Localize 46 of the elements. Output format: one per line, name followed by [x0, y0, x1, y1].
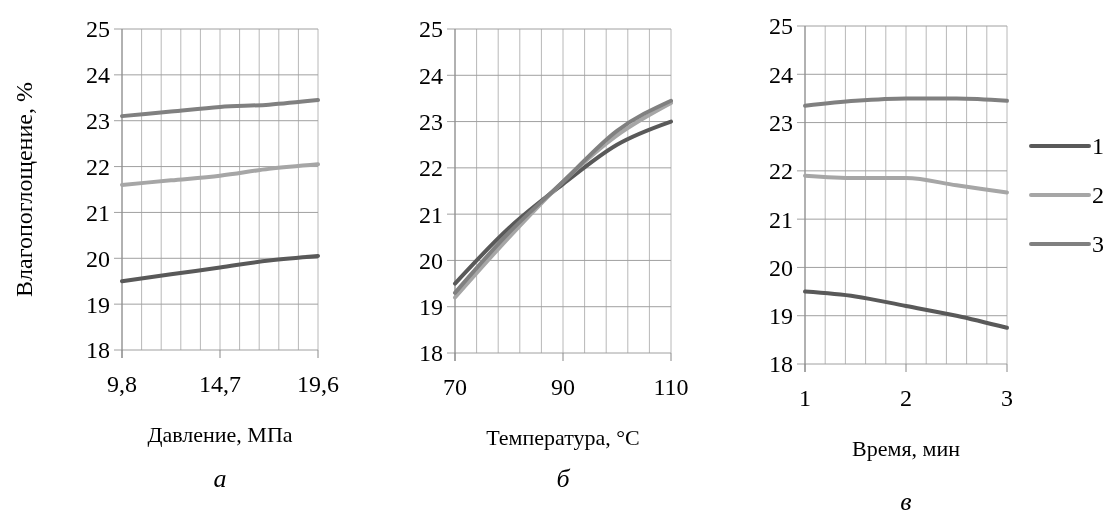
- y-tick-label: 20: [419, 247, 443, 274]
- y-tick-label: 24: [419, 62, 443, 89]
- y-tick-label: 23: [86, 108, 110, 135]
- x-tick-label: 90: [551, 374, 575, 400]
- x-tick-label: 110: [653, 374, 689, 400]
- x-tick-label: 1: [799, 385, 811, 411]
- x-tick-label: 70: [443, 374, 467, 400]
- legend-label: 3: [1092, 231, 1104, 258]
- y-tick-label: 18: [769, 351, 793, 378]
- y-tick-label: 25: [419, 16, 443, 43]
- line-series: [803, 289, 1009, 330]
- text: б: [556, 464, 571, 493]
- text: в: [900, 487, 912, 516]
- y-tick-label: 20: [769, 254, 793, 281]
- y-tick-label: 25: [769, 13, 793, 40]
- y-tick-label: 21: [419, 201, 443, 228]
- y-tick-label: 20: [86, 245, 110, 272]
- y-tick-label: 22: [769, 158, 793, 185]
- y-tick-label: 23: [769, 109, 793, 136]
- y-tick-label: 19: [769, 303, 793, 330]
- y-axis-title: Влагопоглощение, %: [11, 82, 37, 297]
- x-tick-label: 14,7: [199, 371, 241, 397]
- x-tick-label: 2: [900, 385, 912, 411]
- y-tick-label: 18: [419, 340, 443, 367]
- y-tick-label: 24: [86, 62, 110, 89]
- y-tick-label: 22: [86, 153, 110, 180]
- x-tick-label: 3: [1001, 385, 1013, 411]
- line-series: [120, 253, 320, 284]
- y-tick-label: 22: [419, 155, 443, 182]
- text: а: [213, 464, 227, 493]
- y-tick-label: 21: [86, 199, 110, 226]
- y-tick-label: 23: [419, 108, 443, 135]
- y-tick-label: 19: [419, 294, 443, 321]
- line-series: [803, 173, 1009, 195]
- x-axis-title: Температура, °C: [486, 425, 640, 450]
- x-tick-label: 9,8: [107, 371, 137, 397]
- legend-label: 1: [1092, 133, 1104, 160]
- legend-label: 2: [1092, 182, 1104, 209]
- y-tick-label: 18: [86, 337, 110, 364]
- y-tick-label: 19: [86, 291, 110, 318]
- y-tick-label: 24: [769, 61, 793, 88]
- x-tick-label: 19,6: [297, 371, 339, 397]
- x-axis-title: Время, мин: [852, 436, 961, 461]
- y-tick-label: 25: [86, 16, 110, 43]
- x-axis-title: Давление, МПа: [147, 422, 293, 447]
- y-tick-label: 21: [769, 206, 793, 233]
